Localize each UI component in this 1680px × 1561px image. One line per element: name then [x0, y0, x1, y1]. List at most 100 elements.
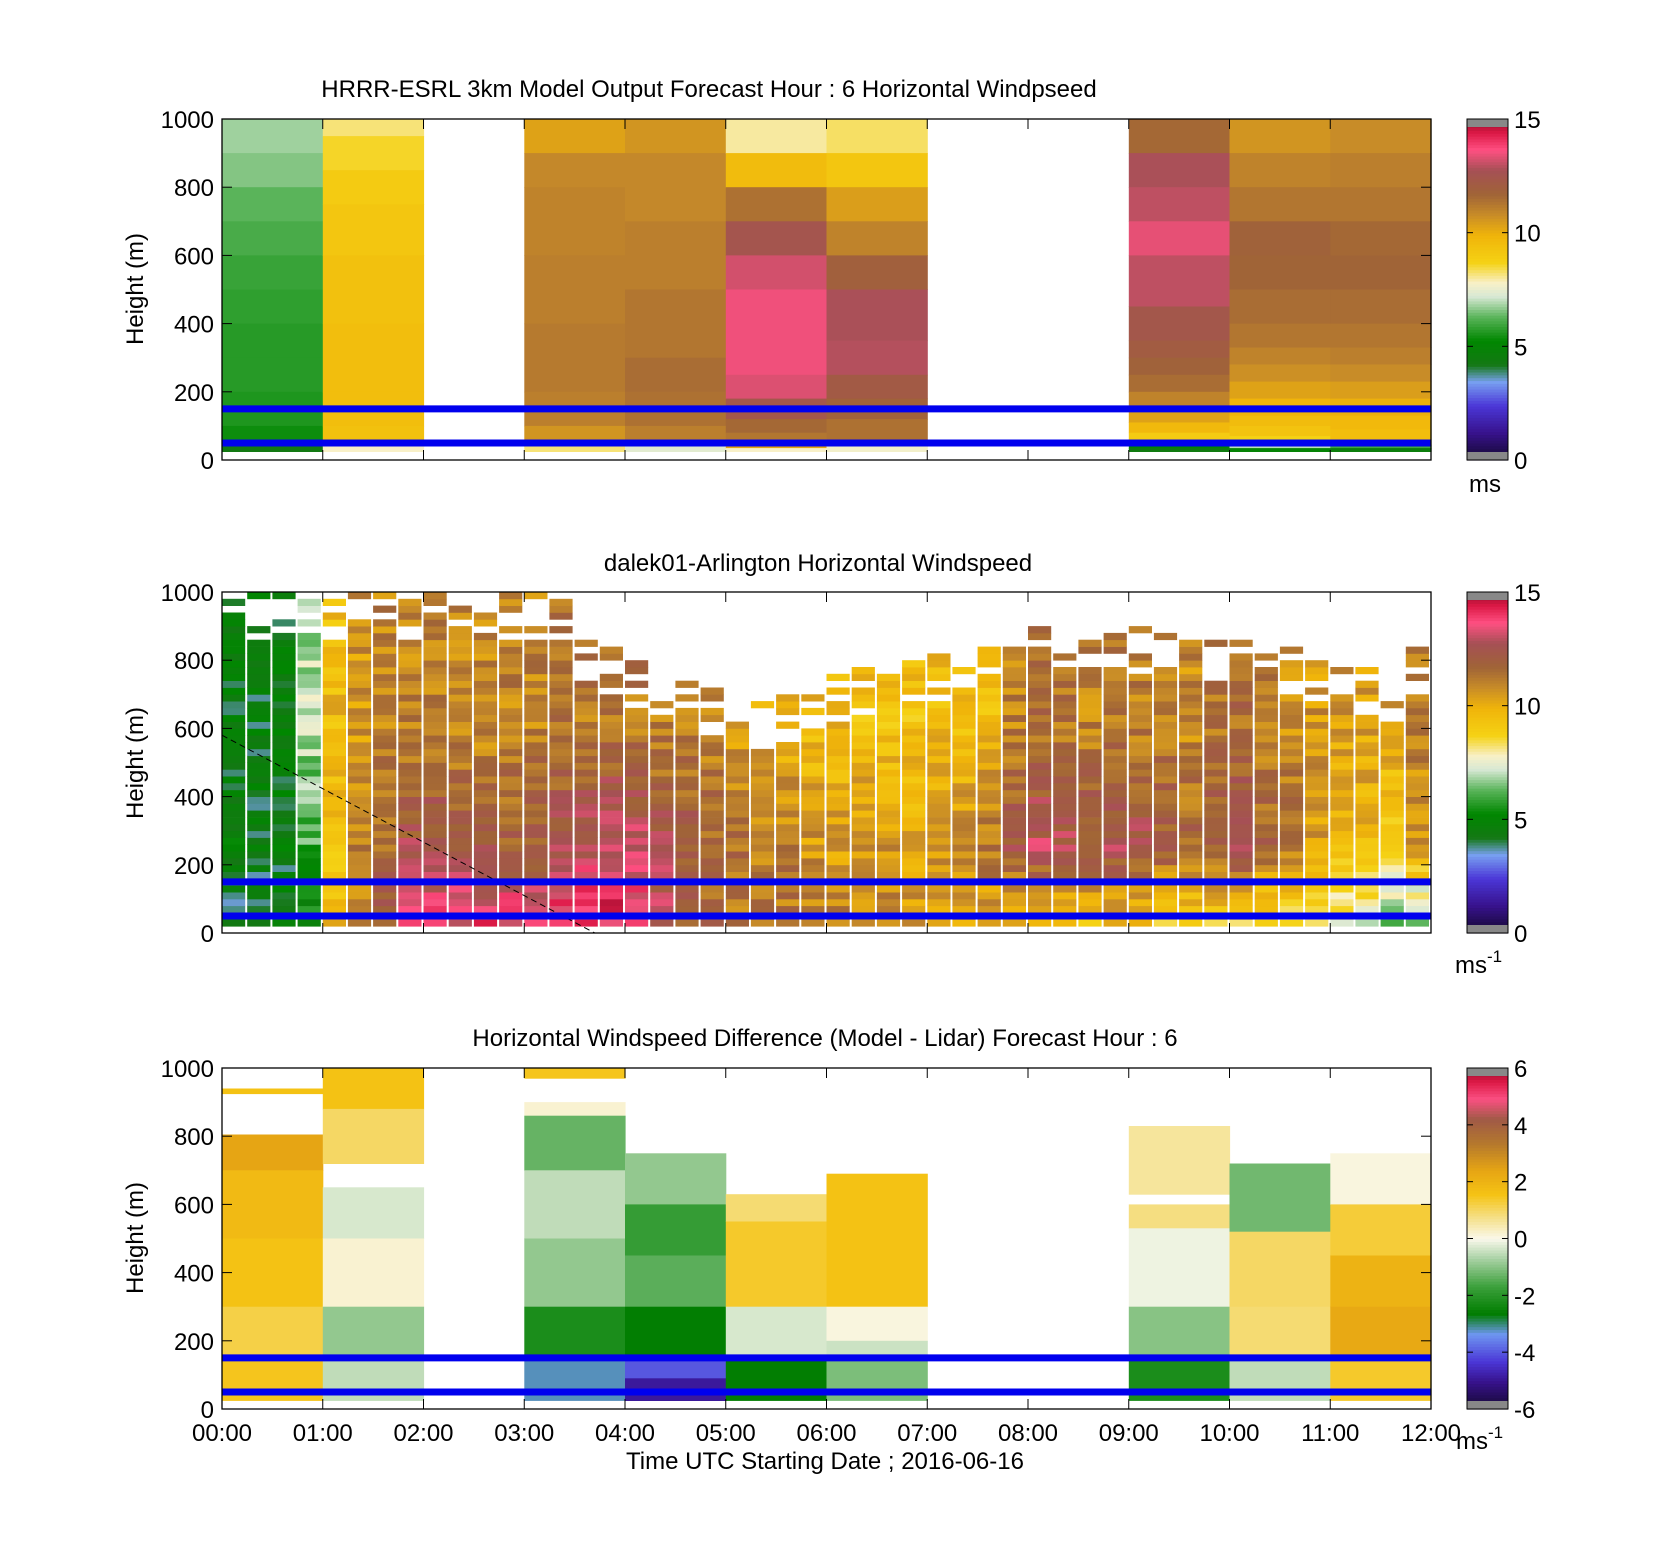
model-cell [826, 289, 928, 342]
lidar-cell [247, 742, 271, 750]
lidar-cell [272, 817, 296, 825]
lidar-cell [1330, 871, 1354, 879]
lidar-cell [1153, 817, 1178, 825]
colorbar-swatch [1467, 388, 1508, 393]
lidar-cell [952, 694, 976, 702]
lidar-cell [851, 823, 875, 832]
colorbar-swatch [1467, 1323, 1508, 1328]
lidar-cell [1279, 803, 1304, 811]
colorbar-swatch [1467, 910, 1508, 914]
lidar-cell [902, 680, 926, 688]
lidar-cell [977, 898, 1001, 907]
lidar-cell [1355, 892, 1379, 900]
lidar-cell [524, 871, 548, 879]
lidar-cell [700, 742, 724, 750]
lidar-cell [1179, 864, 1203, 872]
lidar-cell [750, 783, 775, 791]
lidar-cell [499, 796, 523, 804]
lidar-cell [1103, 919, 1127, 927]
lidar-cell [776, 742, 800, 750]
lidar-cell [599, 701, 623, 709]
lidar-cell [952, 707, 976, 716]
lidar-cell [625, 735, 649, 743]
colorbar-swatch [1467, 1102, 1508, 1106]
lidar-cell [222, 864, 246, 872]
lidar-cell [650, 858, 674, 866]
x-tick-label: 12:00 [1401, 1420, 1461, 1447]
lidar-cell [1254, 735, 1278, 743]
colorbar-swatch [1467, 207, 1508, 211]
colorbar-swatch [1467, 354, 1508, 359]
lidar-cell [1229, 680, 1253, 688]
lidar-cell [448, 735, 472, 743]
lidar-cell [423, 810, 447, 818]
lidar-cell [448, 673, 472, 681]
lidar-cell [222, 851, 246, 859]
lidar-cell [448, 844, 472, 852]
lidar-cell [977, 714, 1001, 722]
lidar-cell [826, 905, 850, 913]
lidar-cell [1279, 905, 1304, 913]
lidar-cell [801, 851, 825, 859]
lidar-cell [1380, 769, 1404, 777]
model-cell [826, 419, 928, 441]
lidar-cell [977, 803, 1001, 811]
lidar-cell [549, 892, 573, 900]
lidar-cell [1305, 660, 1329, 668]
y-tick-label: 400 [174, 312, 214, 339]
panel-difference-y-axis-label: Height (m) [122, 1182, 149, 1294]
lidar-cell [322, 844, 346, 852]
lidar-cell [1128, 796, 1152, 804]
colorbar-swatch [1467, 320, 1508, 325]
lidar-cell [675, 769, 699, 777]
lidar-cell [322, 598, 346, 606]
lidar-cell [750, 803, 775, 811]
lidar-cell [347, 680, 372, 688]
lidar-cell [373, 748, 397, 757]
lidar-cell [1229, 707, 1253, 716]
lidar-cell [801, 755, 825, 763]
colorbar-swatch [1467, 753, 1508, 758]
lidar-cell [977, 694, 1001, 702]
lidar-cell [801, 864, 825, 872]
lidar-cell [347, 844, 372, 852]
lidar-cell [1355, 755, 1379, 763]
lidar-cell [222, 776, 246, 784]
difference-cell [1128, 1306, 1231, 1359]
colorbar-tick-label: 0 [1514, 1227, 1527, 1254]
lidar-cell [851, 830, 875, 838]
lidar-cell [574, 701, 598, 709]
lidar-cell [1229, 762, 1253, 770]
lidar-cell [750, 776, 775, 784]
lidar-cell [222, 905, 246, 913]
lidar-cell [499, 823, 523, 832]
lidar-cell [952, 714, 976, 722]
lidar-cell [1355, 919, 1379, 927]
lidar-cell [1179, 646, 1203, 654]
lidar-cell [524, 803, 548, 811]
lidar-cell [801, 830, 825, 838]
lidar-cell [927, 858, 951, 866]
lidar-cell [347, 755, 372, 763]
lidar-cell [322, 701, 346, 709]
lidar-cell [1053, 653, 1077, 661]
lidar-cell [222, 598, 246, 606]
y-tick-label: 800 [174, 175, 214, 202]
lidar-cell [574, 653, 598, 661]
lidar-cell [297, 817, 321, 825]
model-cell [1229, 425, 1331, 437]
colorbar-swatch [1467, 1320, 1508, 1325]
x-tick-label: 11:00 [1301, 1420, 1359, 1447]
lidar-cell [1028, 803, 1052, 811]
lidar-cell [398, 673, 422, 681]
colorbar-swatch [1467, 1247, 1508, 1251]
lidar-cell [1053, 892, 1077, 900]
lidar-cell [876, 742, 901, 750]
lidar-cell [524, 844, 548, 852]
lidar-cell [1153, 905, 1178, 913]
lidar-cell [473, 667, 498, 675]
lidar-cell [398, 803, 422, 811]
difference-cell [1330, 1204, 1432, 1256]
lidar-cell [927, 755, 951, 763]
lidar-cell [1153, 789, 1178, 797]
